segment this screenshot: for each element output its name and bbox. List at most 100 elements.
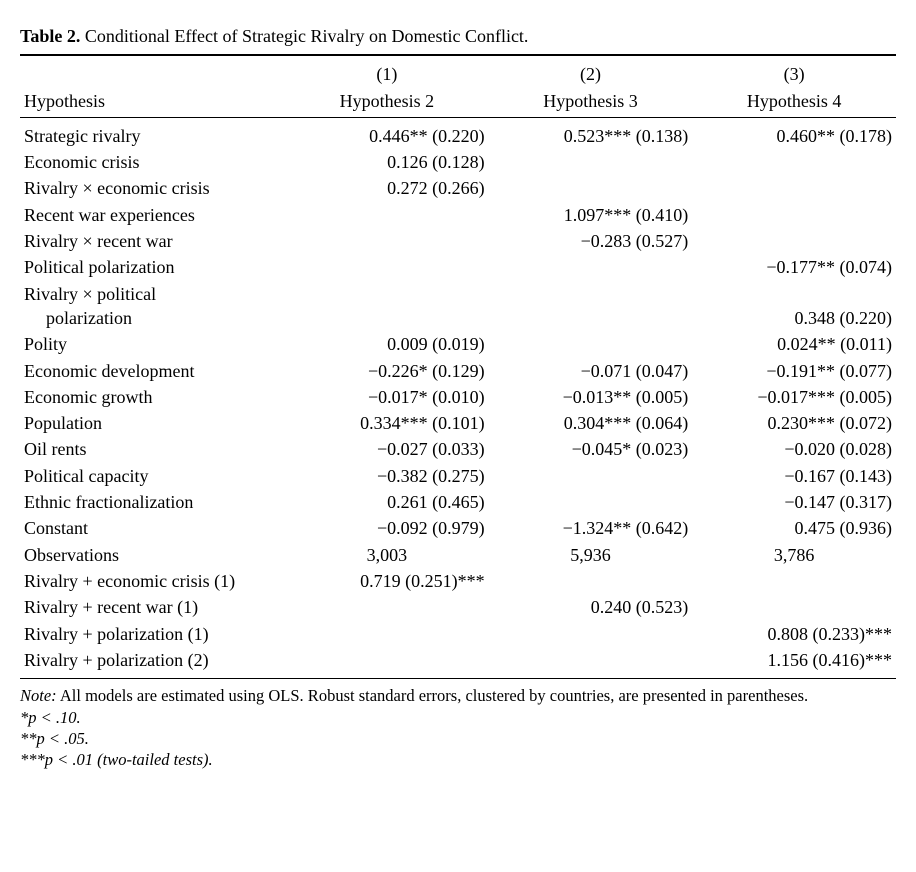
col-num-3: (3) [692,55,896,87]
cell [489,149,693,175]
table-row: Political capacity−0.382 (0.275) −0.167 (… [20,463,896,489]
cell: 0.009 (0.019) [285,331,489,357]
note-text: All models are estimated using OLS. Robu… [60,686,808,705]
cell: 0.272 (0.266) [285,175,489,201]
cell [489,254,693,280]
cell [285,202,489,228]
cell [692,228,896,254]
cell: 0.523*** (0.138) [489,117,693,149]
cell [285,647,489,679]
row-label: Oil rents [20,436,285,462]
table-caption: Conditional Effect of Strategic Rivalry … [85,26,529,46]
cell: −0.045* (0.023) [489,436,693,462]
cell [489,175,693,201]
table-row: Strategic rivalry0.446** (0.220)0.523***… [20,117,896,149]
cell: 0.446** (0.220) [285,117,489,149]
table-row: Population0.334*** (0.101)0.304*** (0.06… [20,410,896,436]
table-row: Observations3,0035,9363,786 [20,542,896,568]
cell: −0.191** (0.077) [692,358,896,384]
cell: 0.240 (0.523) [489,594,693,620]
table-row: Political polarization−0.177** (0.074) [20,254,896,280]
cell [285,254,489,280]
cell: −0.382 (0.275) [285,463,489,489]
col-name-1: Hypothesis 2 [285,88,489,118]
cell: −0.017*** (0.005) [692,384,896,410]
table-row: Rivalry + polarization (2) 1.156 (0.416)*… [20,647,896,679]
cell: 3,786 [692,542,896,568]
table-row: Rivalry + polarization (1) 0.808 (0.233)*… [20,621,896,647]
row-label: Economic crisis [20,149,285,175]
cell: −0.071 (0.047) [489,358,693,384]
row-label: Economic development [20,358,285,384]
cell: 0.475 (0.936) [692,515,896,541]
cell: 1.156 (0.416)*** [692,647,896,679]
cell: −0.147 (0.317) [692,489,896,515]
cell: −0.017* (0.010) [285,384,489,410]
row-label: Rivalry × politicalpolarization [20,281,285,332]
table-row: Rivalry × politicalpolarization 0.348 (0.… [20,281,896,332]
table-row: Economic development−0.226* (0.129)−0.07… [20,358,896,384]
table-row: Rivalry × recent war−0.283 (0.527) [20,228,896,254]
table-container: Table 2. Conditional Effect of Strategic… [20,24,896,771]
row-label: Rivalry + polarization (2) [20,647,285,679]
cell: 0.348 (0.220) [692,281,896,332]
cell [489,281,693,332]
row-label: Political capacity [20,463,285,489]
cell [285,621,489,647]
table-row: Economic crisis0.126 (0.128) [20,149,896,175]
row-label: Polity [20,331,285,357]
row-label: Political polarization [20,254,285,280]
note-line: Note: All models are estimated using OLS… [20,685,896,706]
cell: −0.226* (0.129) [285,358,489,384]
cell [489,489,693,515]
cell [692,202,896,228]
cell: −0.092 (0.979) [285,515,489,541]
cell: 0.808 (0.233)*** [692,621,896,647]
cell: 0.719 (0.251)*** [285,568,489,594]
row-label: Observations [20,542,285,568]
col-name-3: Hypothesis 4 [692,88,896,118]
cell: 0.261 (0.465) [285,489,489,515]
cell: −0.013** (0.005) [489,384,693,410]
row-label: Recent war experiences [20,202,285,228]
row-label: Economic growth [20,384,285,410]
table-row: Ethnic fractionalization0.261 (0.465) −0.… [20,489,896,515]
cell [692,568,896,594]
cell [285,281,489,332]
table-row: Constant−0.092 (0.979)−1.324** (0.642)0.… [20,515,896,541]
row-label: Rivalry × recent war [20,228,285,254]
table-row: Oil rents−0.027 (0.033)−0.045* (0.023)−0… [20,436,896,462]
sig-level-2: **p < .05. [20,728,896,749]
cell: 0.334*** (0.101) [285,410,489,436]
cell [489,463,693,489]
table-row: Rivalry × economic crisis0.272 (0.266) [20,175,896,201]
row-header-label: Hypothesis [20,88,285,118]
cell: 0.304*** (0.064) [489,410,693,436]
sig-level-1: *p < .10. [20,707,896,728]
row-label: Ethnic fractionalization [20,489,285,515]
note-label: Note: [20,686,57,705]
row-label: Strategic rivalry [20,117,285,149]
cell: 0.460** (0.178) [692,117,896,149]
row-label: Rivalry + polarization (1) [20,621,285,647]
table-body: Strategic rivalry0.446** (0.220)0.523***… [20,117,896,678]
cell [692,594,896,620]
cell: −0.167 (0.143) [692,463,896,489]
table-row: Rivalry + economic crisis (1)0.719 (0.25… [20,568,896,594]
row-label: Rivalry × economic crisis [20,175,285,201]
cell: −0.020 (0.028) [692,436,896,462]
cell [285,594,489,620]
row-label: Constant [20,515,285,541]
table-row: Polity0.009 (0.019) 0.024** (0.011) [20,331,896,357]
table-notes: Note: All models are estimated using OLS… [20,685,896,771]
cell: −0.027 (0.033) [285,436,489,462]
cell [489,331,693,357]
cell: 0.126 (0.128) [285,149,489,175]
cell: −1.324** (0.642) [489,515,693,541]
cell [285,228,489,254]
table-row: Recent war experiences1.097*** (0.410) [20,202,896,228]
cell: 0.024** (0.011) [692,331,896,357]
col-num-2: (2) [489,55,693,87]
col-name-2: Hypothesis 3 [489,88,693,118]
cell: 0.230*** (0.072) [692,410,896,436]
